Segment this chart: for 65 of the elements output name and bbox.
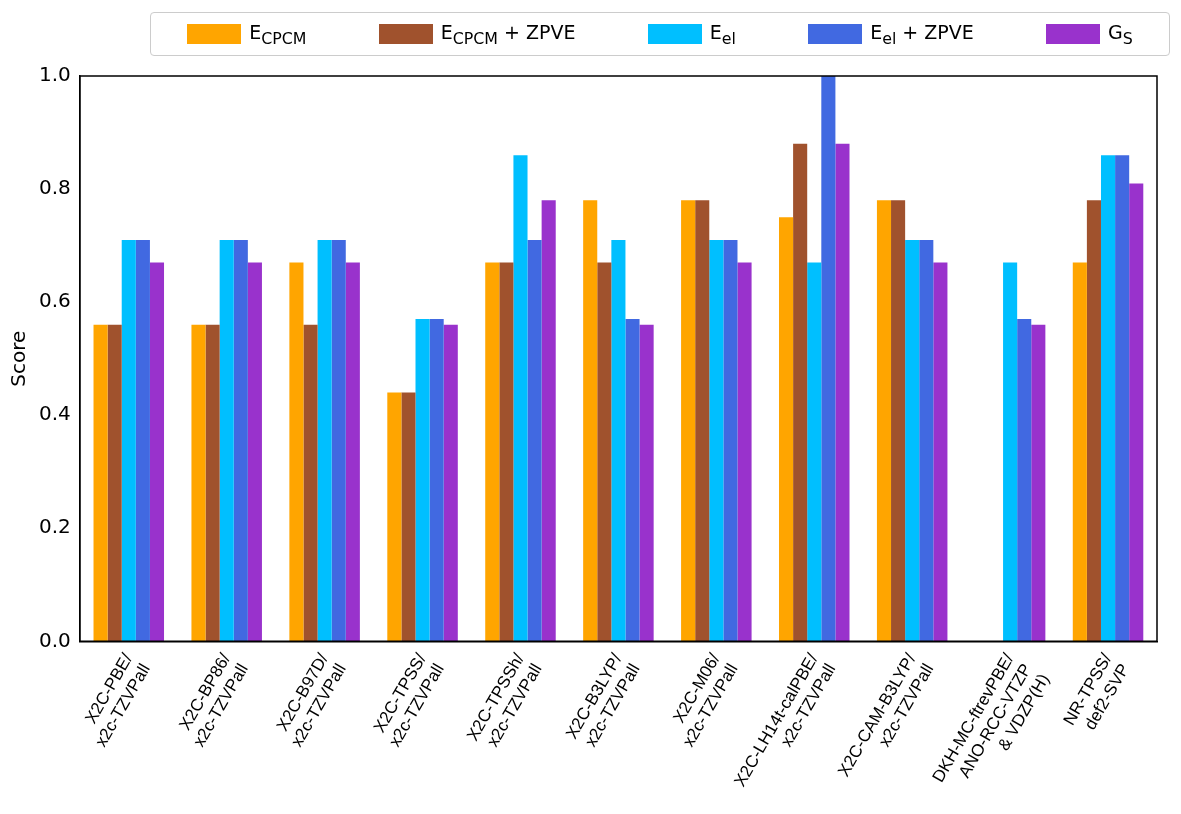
bar <box>541 200 556 642</box>
bar <box>247 262 262 642</box>
legend-label: E$_{CPCM}$ + ZPVE <box>440 20 576 48</box>
bar <box>1072 262 1087 642</box>
bar <box>527 239 542 642</box>
bar <box>387 392 402 642</box>
bar <box>415 319 430 642</box>
bar <box>723 239 738 642</box>
bar <box>1003 262 1018 642</box>
bar <box>1100 155 1116 642</box>
bar <box>1031 324 1046 642</box>
bar <box>149 262 165 642</box>
y-tick-label: 0.0 <box>38 627 71 652</box>
bar <box>835 143 850 642</box>
bar <box>625 319 640 642</box>
bar <box>345 262 360 642</box>
bar <box>429 319 444 642</box>
y-tick-label: 0.4 <box>38 401 71 426</box>
bar <box>219 239 234 642</box>
bar <box>583 200 598 642</box>
y-axis-title: Score <box>6 330 31 387</box>
bar <box>401 392 416 642</box>
bar <box>205 324 220 642</box>
bar <box>485 262 500 642</box>
legend-label: E$_{el}$ + ZPVE <box>870 20 974 48</box>
bar <box>807 262 822 642</box>
bar <box>317 239 332 642</box>
bar <box>499 262 514 642</box>
bar <box>919 239 934 642</box>
y-tick-label: 0.8 <box>38 175 71 200</box>
bar <box>891 200 906 642</box>
bar <box>695 200 710 642</box>
legend-label: E$_{CPCM}$ <box>249 20 307 48</box>
bar <box>331 239 346 642</box>
bar <box>135 239 150 642</box>
legend-label: G$_{S}$ <box>1108 20 1133 48</box>
legend-label: E$_{el}$ <box>709 20 736 48</box>
bar <box>233 239 248 642</box>
bar <box>779 217 794 642</box>
bar <box>737 262 752 642</box>
bar <box>681 200 696 642</box>
y-tick-label: 0.2 <box>38 514 71 539</box>
bar <box>933 262 948 642</box>
bar <box>1129 183 1144 642</box>
bar <box>107 324 122 642</box>
y-tick-label: 0.6 <box>38 288 71 313</box>
y-tick-label: 1.0 <box>38 62 71 87</box>
bar <box>611 239 626 642</box>
bar <box>1086 200 1101 642</box>
bar <box>1017 319 1032 642</box>
bar <box>443 324 458 642</box>
bar <box>121 239 136 642</box>
bar <box>303 324 318 642</box>
bar <box>905 239 920 642</box>
bar <box>191 324 206 642</box>
bar <box>597 262 612 642</box>
bar <box>289 262 304 642</box>
bar <box>821 76 836 642</box>
bar <box>639 324 654 642</box>
bar <box>1115 155 1130 642</box>
bar <box>709 239 724 642</box>
bar <box>876 200 892 642</box>
bar <box>513 155 528 642</box>
bar <box>93 324 108 642</box>
bar <box>793 143 808 642</box>
